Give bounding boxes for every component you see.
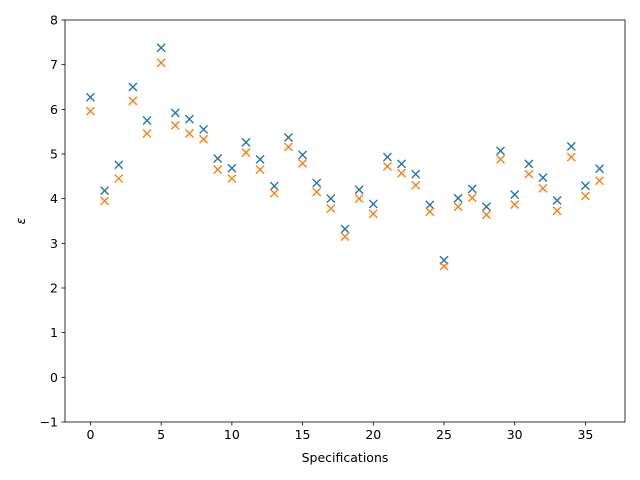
data-point-series-2 [566, 152, 576, 162]
data-point-series-1 [114, 160, 124, 170]
data-point-series-1 [340, 224, 350, 234]
x-axis-ticks: 0 5 10 15 20 25 30 35 [86, 422, 593, 442]
data-point-series-2 [255, 165, 265, 175]
data-point-series-1 [269, 181, 279, 191]
data-point-series-2 [227, 174, 237, 184]
data-point-series-1 [128, 82, 138, 92]
data-point-series-2 [580, 191, 590, 201]
y-tick-label: 5 [50, 147, 58, 162]
data-point-series-2 [496, 154, 506, 164]
data-point-series-1 [100, 186, 110, 196]
y-tick-label: 1 [50, 325, 58, 340]
y-tick-label: 6 [50, 102, 58, 117]
data-point-series-1 [156, 43, 166, 53]
data-point-series-2 [397, 168, 407, 178]
data-point-series-1 [354, 185, 364, 195]
data-point-series-2 [439, 261, 449, 271]
data-point-series-2 [453, 202, 463, 212]
y-axis-ticks: −1 0 1 2 3 4 5 6 7 8 [40, 13, 65, 430]
plot-area [65, 20, 625, 422]
data-point-series-2 [184, 128, 194, 138]
data-point-series-2 [100, 196, 110, 206]
data-point-series-1 [397, 159, 407, 169]
data-point-series-1 [566, 141, 576, 151]
data-point-series-2 [595, 176, 605, 186]
data-point-series-1 [552, 195, 562, 205]
data-point-series-1 [312, 178, 322, 188]
data-point-series-2 [368, 209, 378, 219]
data-point-series-1 [170, 108, 180, 118]
data-point-series-2 [326, 203, 336, 213]
y-tick-label: 4 [50, 191, 58, 206]
x-axis-label: Specifications [302, 450, 389, 465]
data-point-series-1 [453, 193, 463, 203]
data-point-series-1 [481, 202, 491, 212]
data-point-series-2 [199, 134, 209, 144]
data-point-series-2 [481, 210, 491, 220]
data-point-series-2 [340, 232, 350, 242]
data-point-series-2 [425, 207, 435, 217]
x-tick-label: 15 [295, 427, 311, 442]
plot-frame [64, 19, 626, 423]
x-tick-label: 10 [224, 427, 240, 442]
data-point-series-2 [142, 128, 152, 138]
data-point-series-1 [496, 146, 506, 156]
y-tick-label: −1 [40, 415, 58, 430]
data-point-series-1 [382, 152, 392, 162]
data-point-series-2 [411, 180, 421, 190]
data-point-series-1 [298, 150, 308, 160]
x-tick-label: 25 [436, 427, 452, 442]
data-point-series-2 [312, 187, 322, 197]
x-tick-label: 0 [86, 427, 94, 442]
data-point-series-2 [85, 106, 95, 116]
data-point-series-2 [524, 169, 534, 179]
data-point-series-1 [538, 173, 548, 183]
data-point-series-2 [170, 120, 180, 130]
y-tick-label: 2 [50, 281, 58, 296]
data-point-series-1 [255, 154, 265, 164]
data-point-series-2 [283, 142, 293, 152]
data-point-series-2 [213, 165, 223, 175]
data-point-series-2 [114, 174, 124, 184]
data-point-series-2 [241, 148, 251, 158]
data-point-series-2 [510, 199, 520, 209]
x-tick-label: 20 [365, 427, 381, 442]
data-point-series-2 [156, 58, 166, 68]
data-point-series-1 [326, 194, 336, 204]
data-point-series-2 [298, 158, 308, 168]
data-point-series-1 [524, 159, 534, 169]
x-tick-label: 5 [157, 427, 165, 442]
data-point-series-1 [142, 116, 152, 125]
data-point-series-2 [552, 206, 562, 216]
data-point-series-2 [128, 96, 138, 106]
y-axis-label: ε [13, 217, 28, 224]
data-point-series-2 [382, 162, 392, 172]
y-tick-label: 3 [50, 236, 58, 251]
data-point-series-2 [538, 183, 548, 193]
data-point-series-2 [354, 194, 364, 204]
data-point-series-1 [213, 153, 223, 163]
data-point-series-1 [368, 199, 378, 209]
data-point-series-1 [580, 181, 590, 191]
data-point-series-1 [227, 163, 237, 173]
data-point-series-1 [467, 184, 477, 194]
data-point-series-1 [199, 124, 209, 134]
data-point-series-1 [411, 169, 421, 179]
data-point-series-2 [467, 193, 477, 203]
data-point-series-1 [241, 137, 251, 147]
data-point-series-1 [425, 200, 435, 210]
data-point-series-1 [85, 92, 95, 102]
y-tick-label: 0 [50, 370, 58, 385]
data-marks [85, 43, 605, 271]
x-tick-label: 30 [507, 427, 523, 442]
data-point-series-1 [595, 164, 605, 174]
data-point-series-1 [283, 132, 293, 142]
data-point-series-1 [184, 114, 194, 124]
data-point-series-2 [269, 188, 279, 198]
y-tick-label: 8 [50, 13, 58, 28]
y-tick-label: 7 [50, 57, 58, 72]
x-tick-label: 35 [577, 427, 593, 442]
data-point-series-1 [510, 190, 520, 200]
